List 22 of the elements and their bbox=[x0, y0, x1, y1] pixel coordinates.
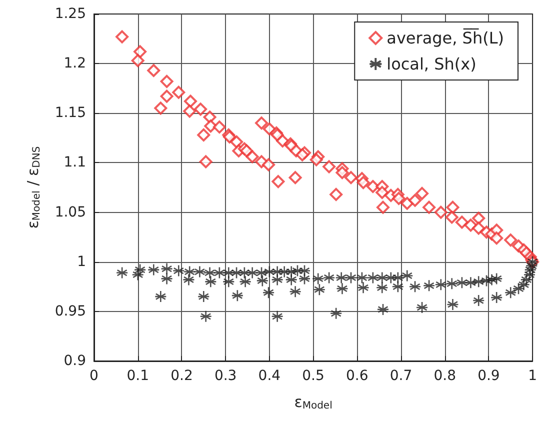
x-tick-label: 0.6 bbox=[346, 368, 368, 384]
y-tick-label: 1.1 bbox=[64, 154, 86, 171]
x-tick-label: 0.5 bbox=[302, 368, 324, 384]
y-tick-label: 0.9 bbox=[64, 353, 86, 369]
x-tick-label: 0.2 bbox=[170, 368, 193, 384]
y-tick-label: 1.15 bbox=[54, 105, 86, 122]
y-tick-label: 1.2 bbox=[64, 56, 86, 72]
x-tick-label: 0.7 bbox=[390, 368, 412, 384]
x-tick-label: 1 bbox=[528, 368, 538, 384]
x-tick-label: 0 bbox=[90, 368, 98, 384]
legend-label: local, Sh(x) bbox=[386, 54, 476, 74]
x-tick-label: 0.9 bbox=[478, 368, 500, 384]
legend-label: average, S̅h̅(L) bbox=[386, 28, 504, 48]
x-tick-label: 0.3 bbox=[214, 368, 237, 384]
y-tick-label: 1.05 bbox=[54, 204, 86, 220]
y-tick-label: 0.95 bbox=[54, 303, 86, 320]
x-tick-label: 0.1 bbox=[126, 368, 149, 384]
y-tick-label: 1 bbox=[77, 254, 86, 270]
x-tick-label: 0.8 bbox=[434, 368, 456, 384]
y-axis-title: εModel / εDNS bbox=[24, 146, 42, 229]
x-tick-label: 0.4 bbox=[258, 368, 281, 384]
y-tick-label: 1.25 bbox=[54, 6, 86, 22]
